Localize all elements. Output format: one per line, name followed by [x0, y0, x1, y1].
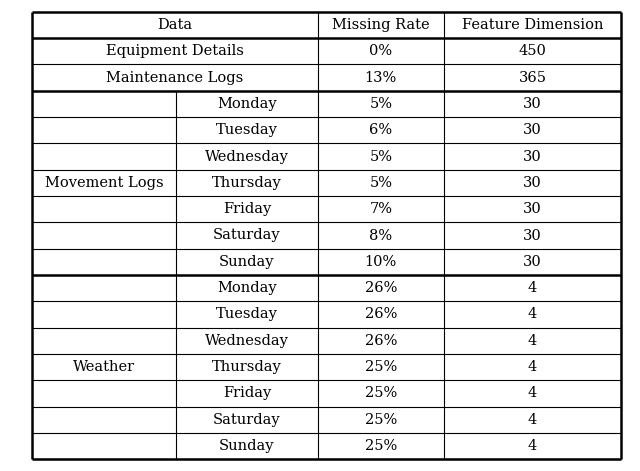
Text: Wednesday: Wednesday [205, 149, 289, 163]
Text: Feature Dimension: Feature Dimension [461, 18, 604, 32]
Text: 4: 4 [528, 281, 537, 295]
Text: 13%: 13% [365, 71, 397, 85]
Text: 5%: 5% [369, 176, 392, 190]
Text: 25%: 25% [365, 360, 397, 374]
Text: Sunday: Sunday [219, 255, 275, 269]
Text: 450: 450 [518, 44, 547, 58]
Text: 30: 30 [523, 97, 542, 111]
Text: 25%: 25% [365, 386, 397, 400]
Text: 30: 30 [523, 149, 542, 163]
Text: 6%: 6% [369, 123, 392, 137]
Text: Data: Data [157, 18, 193, 32]
Text: 0%: 0% [369, 44, 392, 58]
Text: 30: 30 [523, 202, 542, 216]
Text: 4: 4 [528, 386, 537, 400]
Text: 26%: 26% [365, 334, 397, 348]
Text: Weather: Weather [73, 360, 135, 374]
Text: 7%: 7% [369, 202, 392, 216]
Text: Friday: Friday [223, 386, 271, 400]
Text: Saturday: Saturday [213, 413, 281, 427]
Text: 10%: 10% [365, 255, 397, 269]
Text: 25%: 25% [365, 439, 397, 453]
Text: 30: 30 [523, 123, 542, 137]
Text: Sunday: Sunday [219, 439, 275, 453]
Text: Saturday: Saturday [213, 228, 281, 243]
Text: 4: 4 [528, 334, 537, 348]
Text: 30: 30 [523, 228, 542, 243]
Text: Missing Rate: Missing Rate [332, 18, 429, 32]
Text: Wednesday: Wednesday [205, 334, 289, 348]
Text: Tuesday: Tuesday [216, 308, 278, 322]
Text: Equipment Details: Equipment Details [106, 44, 244, 58]
Text: Friday: Friday [223, 202, 271, 216]
Text: Tuesday: Tuesday [216, 123, 278, 137]
Text: 30: 30 [523, 255, 542, 269]
Text: 25%: 25% [365, 413, 397, 427]
Text: 8%: 8% [369, 228, 392, 243]
Text: 365: 365 [518, 71, 547, 85]
Text: 26%: 26% [365, 308, 397, 322]
Text: 26%: 26% [365, 281, 397, 295]
Text: 4: 4 [528, 439, 537, 453]
Text: Monday: Monday [217, 97, 276, 111]
Text: 30: 30 [523, 176, 542, 190]
Text: 5%: 5% [369, 97, 392, 111]
Text: Monday: Monday [217, 281, 276, 295]
Text: 4: 4 [528, 413, 537, 427]
Text: Thursday: Thursday [212, 176, 282, 190]
Text: Movement Logs: Movement Logs [45, 176, 163, 190]
Text: 5%: 5% [369, 149, 392, 163]
Text: 4: 4 [528, 360, 537, 374]
Text: Maintenance Logs: Maintenance Logs [106, 71, 243, 85]
Text: 4: 4 [528, 308, 537, 322]
Text: Thursday: Thursday [212, 360, 282, 374]
